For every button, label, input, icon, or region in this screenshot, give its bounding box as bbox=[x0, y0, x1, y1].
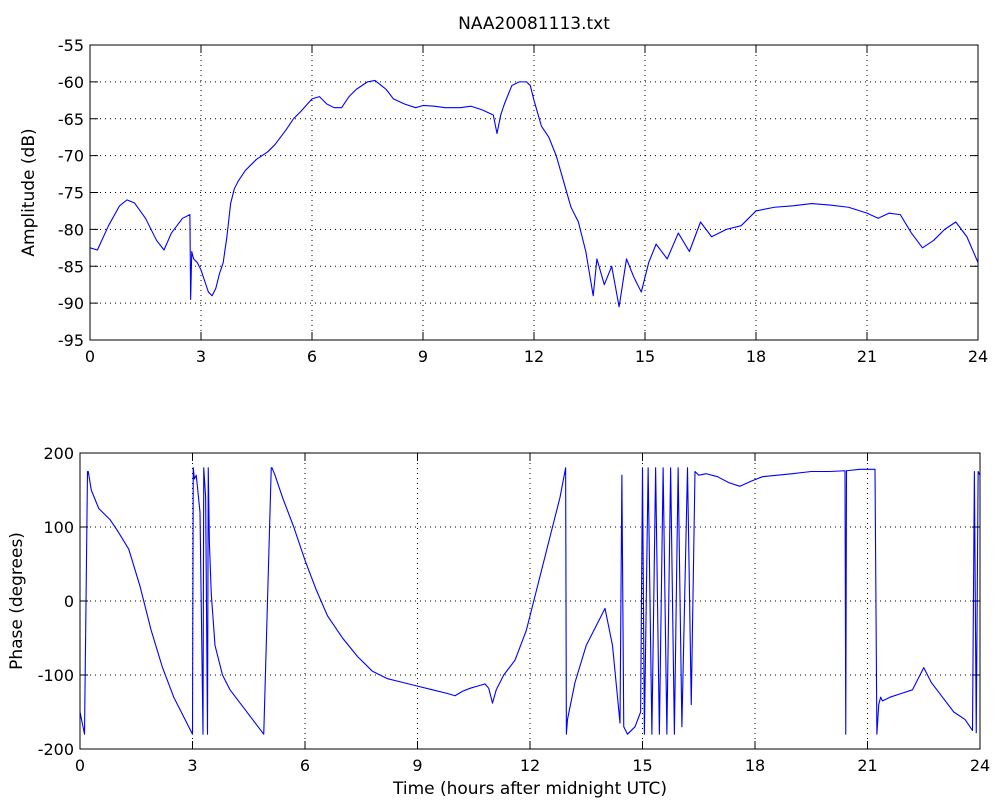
phase-x-tick-label: 0 bbox=[75, 756, 85, 775]
amplitude-x-tick-label: 6 bbox=[307, 347, 317, 366]
amplitude-y-tick-label: -55 bbox=[58, 36, 84, 55]
amplitude-y-tick-label: -90 bbox=[58, 294, 84, 313]
phase-x-tick-label: 6 bbox=[300, 756, 310, 775]
amplitude-x-tick-label: 18 bbox=[746, 347, 766, 366]
phase-y-tick-label: 200 bbox=[43, 444, 74, 463]
amplitude-series-line bbox=[90, 79, 978, 308]
phase-x-tick-label: 3 bbox=[187, 756, 197, 775]
amplitude-y-axis-label: Amplitude (dB) bbox=[19, 128, 39, 256]
phase-series-line bbox=[80, 467, 980, 735]
amplitude-y-tick-label: -65 bbox=[58, 110, 84, 129]
phase-y-tick-label: -200 bbox=[38, 740, 74, 759]
amplitude-x-tick-label: 9 bbox=[418, 347, 428, 366]
phase-x-tick-label: 18 bbox=[745, 756, 765, 775]
chart-title: NAA20081113.txt bbox=[458, 14, 610, 34]
phase-x-tick-label: 21 bbox=[857, 756, 877, 775]
amplitude-x-tick-label: 24 bbox=[968, 347, 988, 366]
phase-panel: 0 3 6 9 12 15 18 21 24 -200 -100 0 100 200 Phase (degr… bbox=[7, 444, 990, 799]
amplitude-y-tick-label: -85 bbox=[58, 257, 84, 276]
amplitude-panel: 0 3 6 9 12 15 18 21 24 -95 -90 -85 -80 -75 -70 -65 -60 -5… bbox=[19, 36, 988, 366]
amplitude-y-tick-label: -70 bbox=[58, 147, 84, 166]
amplitude-x-tick-label: 15 bbox=[635, 347, 655, 366]
phase-x-tick-label: 24 bbox=[970, 756, 990, 775]
phase-y-axis-label: Phase (degrees) bbox=[7, 532, 27, 670]
amplitude-y-tick-label: -95 bbox=[58, 331, 84, 350]
amplitude-x-tick-label: 3 bbox=[196, 347, 206, 366]
amplitude-x-tick-label: 12 bbox=[524, 347, 544, 366]
amplitude-x-tick-label: 21 bbox=[857, 347, 877, 366]
phase-x-tick-label: 9 bbox=[412, 756, 422, 775]
phase-x-axis-label: Time (hours after midnight UTC) bbox=[392, 779, 667, 799]
amplitude-y-tick-label: -75 bbox=[58, 184, 84, 203]
amplitude-x-tick-label: 0 bbox=[85, 347, 95, 366]
phase-x-tick-label: 12 bbox=[520, 756, 540, 775]
phase-x-tick-label: 15 bbox=[632, 756, 652, 775]
amplitude-y-tick-label: -60 bbox=[58, 73, 84, 92]
phase-y-tick-label: -100 bbox=[38, 666, 74, 685]
phase-y-tick-label: 100 bbox=[43, 518, 74, 537]
phase-y-tick-label: 0 bbox=[64, 592, 74, 611]
amplitude-y-tick-label: -80 bbox=[58, 220, 84, 239]
